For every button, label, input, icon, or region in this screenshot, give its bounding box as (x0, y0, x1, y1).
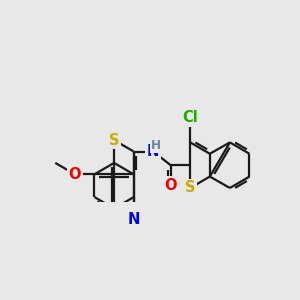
Text: H: H (151, 139, 160, 152)
Text: N: N (147, 144, 160, 159)
Text: O: O (164, 178, 177, 193)
Text: S: S (185, 181, 196, 196)
Text: N: N (128, 212, 140, 227)
Text: O: O (69, 167, 81, 182)
Text: Cl: Cl (182, 110, 198, 125)
Text: S: S (109, 133, 119, 148)
